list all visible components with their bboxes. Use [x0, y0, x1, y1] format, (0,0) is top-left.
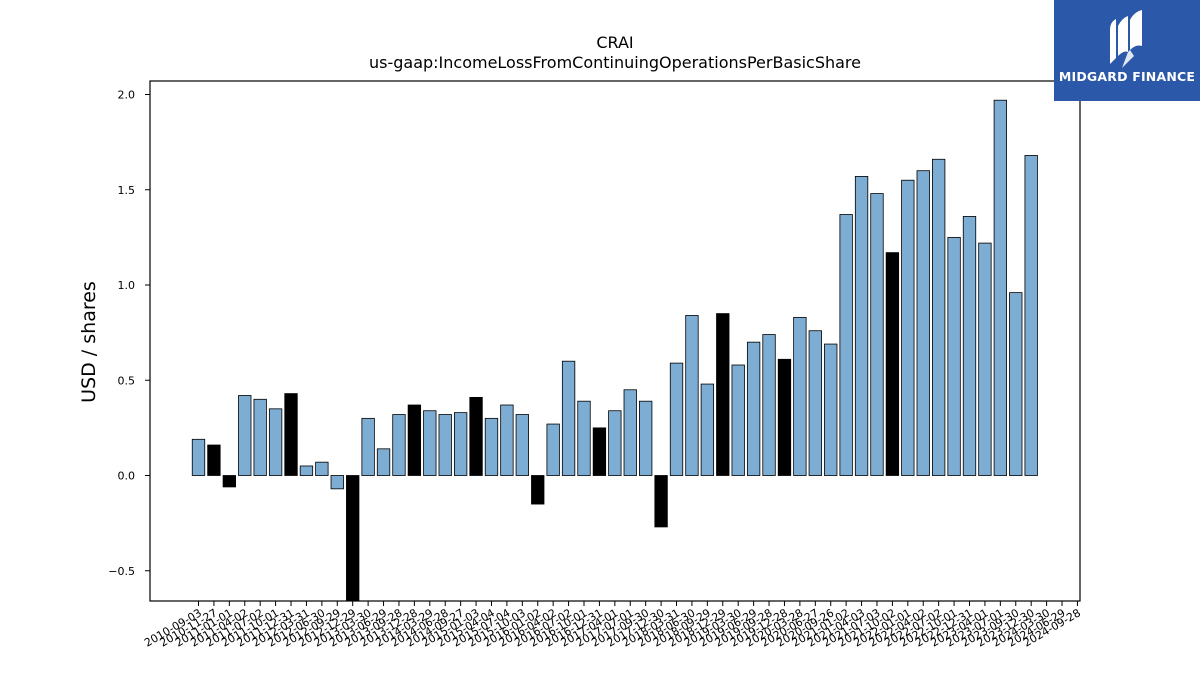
bar-29: [639, 400, 653, 476]
y-tick-label-5: 2.0: [118, 89, 136, 102]
plot-frame: [149, 80, 1081, 602]
bar-43: [854, 176, 869, 476]
y-tick-label-0: −0.5: [108, 565, 135, 578]
bar-50: [962, 216, 977, 476]
bar-33: [700, 383, 715, 476]
bar-2: [222, 475, 236, 488]
bar-47: [916, 170, 930, 476]
y-tick-label-4: 1.5: [118, 184, 136, 197]
bar-18: [469, 396, 483, 476]
y-tick-label-2: 0.5: [118, 374, 136, 387]
bar-17: [453, 412, 468, 476]
bar-14: [407, 404, 422, 476]
bar-51: [978, 242, 992, 476]
bar-13: [392, 414, 406, 476]
y-tick-label-1: 0.0: [118, 470, 136, 483]
bar-36: [746, 341, 761, 476]
bar-16: [438, 414, 452, 476]
bar-24: [561, 360, 576, 476]
bar-10: [346, 475, 360, 602]
bar-45: [885, 252, 900, 476]
bar-35: [731, 364, 745, 476]
bar-28: [623, 389, 637, 476]
bar-4: [253, 398, 267, 476]
midgard-finance-logo-icon: [1110, 10, 1142, 68]
bar-44: [870, 193, 884, 476]
bar-0: [191, 438, 206, 476]
bar-23: [546, 423, 560, 476]
bar-41: [824, 343, 838, 476]
bar-9: [330, 475, 344, 490]
bar-34: [716, 313, 730, 476]
bar-15: [423, 410, 437, 476]
bar-11: [361, 417, 375, 476]
y-axis-label: USD / shares: [78, 281, 100, 403]
brand-name: MIDGARD FINANCE: [1058, 69, 1196, 84]
bar-12: [376, 448, 391, 476]
chart-title: CRAI: [596, 33, 633, 52]
bar-52: [993, 99, 1007, 476]
bar-40: [808, 330, 822, 476]
bar-1: [207, 444, 221, 476]
bar-39: [793, 316, 807, 476]
bar-22: [531, 475, 545, 505]
bar-20: [500, 404, 514, 476]
bar-8: [315, 461, 329, 476]
bar-5: [268, 408, 283, 476]
bar-31: [669, 362, 684, 476]
bar-7: [299, 465, 314, 476]
bar-26: [592, 427, 607, 476]
bar-38: [777, 358, 792, 476]
bar-32: [685, 315, 699, 476]
bar-19: [484, 417, 499, 476]
bar-27: [608, 410, 622, 476]
bar-25: [577, 400, 591, 476]
bar-46: [901, 179, 915, 476]
bar-54: [1024, 155, 1038, 476]
bar-53: [1009, 292, 1023, 476]
bar-6: [284, 393, 298, 476]
bar-21: [515, 414, 529, 476]
bar-48: [932, 158, 946, 476]
brand-logo: MIDGARD FINANCE: [1054, 0, 1200, 101]
bar-42: [839, 214, 853, 476]
bars-layer: [191, 99, 1038, 602]
bar-49: [947, 236, 961, 476]
x-axis-ticks: 2010-09-032010-11-272011-01-012011-04-02…: [142, 601, 1083, 650]
y-axis-ticks: −0.5 0.0 0.5 1.0 1.5 2.0: [108, 89, 150, 578]
chart-subtitle: us-gaap:IncomeLossFromContinuingOperatio…: [369, 53, 861, 72]
y-tick-label-3: 1.0: [118, 279, 136, 292]
bar-3: [238, 395, 252, 476]
bar-37: [762, 334, 776, 476]
bar-30: [654, 475, 668, 528]
